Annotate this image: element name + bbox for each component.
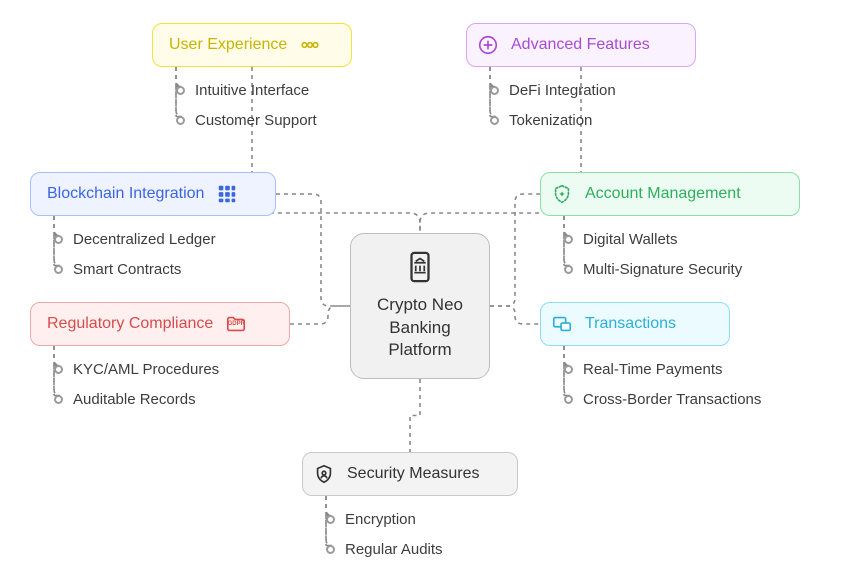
folder-gdpr-icon: GDPR xyxy=(225,313,247,335)
node-label: Regulatory Compliance xyxy=(47,315,213,333)
node-label: Blockchain Integration xyxy=(47,185,204,203)
sub-item: Auditable Records xyxy=(54,391,196,408)
sub-item: Customer Support xyxy=(176,112,317,129)
bullet-icon xyxy=(564,265,573,274)
sub-item: Digital Wallets xyxy=(564,231,677,248)
sub-label: Tokenization xyxy=(509,112,592,129)
sub-item: Decentralized Ledger xyxy=(54,231,216,248)
sub-item: Multi-Signature Security xyxy=(564,261,742,278)
bullet-icon xyxy=(54,265,63,274)
node-advanced-features: Advanced Features xyxy=(466,23,696,67)
sub-item: Intuitive Interface xyxy=(176,82,309,99)
qr-icon xyxy=(216,183,238,205)
center-label: Crypto Neo Banking Platform xyxy=(359,294,481,363)
sub-label: Digital Wallets xyxy=(583,231,677,248)
bullet-icon xyxy=(326,545,335,554)
bullet-icon xyxy=(54,395,63,404)
node-label: Transactions xyxy=(585,315,676,333)
sub-item: KYC/AML Procedures xyxy=(54,361,219,378)
node-label: Account Management xyxy=(585,185,741,203)
bullet-icon xyxy=(54,365,63,374)
sub-item: Real-Time Payments xyxy=(564,361,722,378)
sub-label: Cross-Border Transactions xyxy=(583,391,761,408)
sub-item: Tokenization xyxy=(490,112,592,129)
bullet-icon xyxy=(490,86,499,95)
shield-sparkle-icon xyxy=(551,183,573,205)
sub-label: Encryption xyxy=(345,511,416,528)
bullet-icon xyxy=(564,235,573,244)
sub-item: Cross-Border Transactions xyxy=(564,391,761,408)
bullet-icon xyxy=(326,515,335,524)
node-blockchain-integration: Blockchain Integration xyxy=(30,172,276,216)
screens-icon xyxy=(551,313,573,335)
sub-label: Intuitive Interface xyxy=(195,82,309,99)
node-account-management: Account Management xyxy=(540,172,800,216)
link-icon xyxy=(299,34,321,56)
node-security-measures: Security Measures xyxy=(302,452,518,496)
shield-user-icon xyxy=(313,463,335,485)
sub-label: Real-Time Payments xyxy=(583,361,722,378)
sub-label: Regular Audits xyxy=(345,541,443,558)
center-node: Crypto Neo Banking Platform xyxy=(350,233,490,379)
sub-label: Customer Support xyxy=(195,112,317,129)
node-transactions: Transactions xyxy=(540,302,730,346)
node-regulatory-compliance: Regulatory Compliance GDPR xyxy=(30,302,290,346)
node-label: User Experience xyxy=(169,36,287,54)
bullet-icon xyxy=(564,365,573,374)
plus-circle-icon xyxy=(477,34,499,56)
bullet-icon xyxy=(176,86,185,95)
bullet-icon xyxy=(54,235,63,244)
sub-item: Smart Contracts xyxy=(54,261,181,278)
node-label: Security Measures xyxy=(347,465,480,483)
sub-item: DeFi Integration xyxy=(490,82,616,99)
sub-label: DeFi Integration xyxy=(509,82,616,99)
sub-item: Encryption xyxy=(326,511,416,528)
node-label: Advanced Features xyxy=(511,36,650,54)
sub-item: Regular Audits xyxy=(326,541,443,558)
bank-phone-icon xyxy=(403,250,437,284)
bullet-icon xyxy=(176,116,185,125)
sub-label: Multi-Signature Security xyxy=(583,261,742,278)
bullet-icon xyxy=(490,116,499,125)
sub-label: Auditable Records xyxy=(73,391,196,408)
node-user-experience: User Experience xyxy=(152,23,352,67)
sub-label: Decentralized Ledger xyxy=(73,231,216,248)
bullet-icon xyxy=(564,395,573,404)
sub-label: Smart Contracts xyxy=(73,261,181,278)
sub-label: KYC/AML Procedures xyxy=(73,361,219,378)
